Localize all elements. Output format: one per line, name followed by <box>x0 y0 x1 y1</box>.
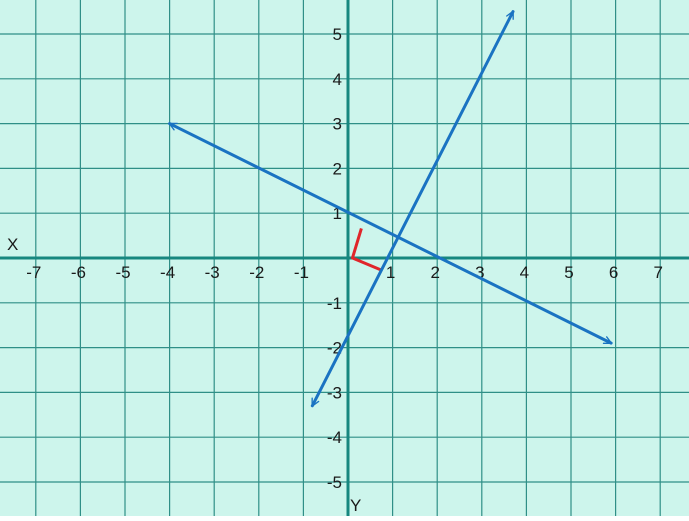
x-tick-label: 6 <box>609 263 618 282</box>
x-tick-label: 4 <box>520 263 529 282</box>
x-tick-label: -5 <box>115 263 130 282</box>
x-tick-label: 2 <box>430 263 439 282</box>
y-tick-label: 2 <box>333 159 342 178</box>
x-tick-label: -2 <box>249 263 264 282</box>
y-tick-label: -1 <box>327 294 342 313</box>
x-tick-label: -1 <box>294 263 309 282</box>
x-tick-label: -3 <box>205 263 220 282</box>
x-tick-label: -7 <box>26 263 41 282</box>
x-tick-label: 1 <box>386 263 395 282</box>
x-tick-label: 7 <box>653 263 662 282</box>
y-tick-label: 5 <box>333 25 342 44</box>
y-axis-label: Y <box>350 496 361 515</box>
lines <box>168 10 613 408</box>
x-tick-label: -6 <box>71 263 86 282</box>
x-axis-label: X <box>7 235 18 254</box>
y-tick-label: -4 <box>327 428 342 447</box>
y-tick-label: -5 <box>327 473 342 492</box>
y-tick-label: 3 <box>333 115 342 134</box>
shallow-line <box>168 122 613 345</box>
x-tick-label: -4 <box>160 263 175 282</box>
y-tick-label: -3 <box>327 383 342 402</box>
y-tick-label: 4 <box>333 70 342 89</box>
x-tick-label: 5 <box>564 263 573 282</box>
